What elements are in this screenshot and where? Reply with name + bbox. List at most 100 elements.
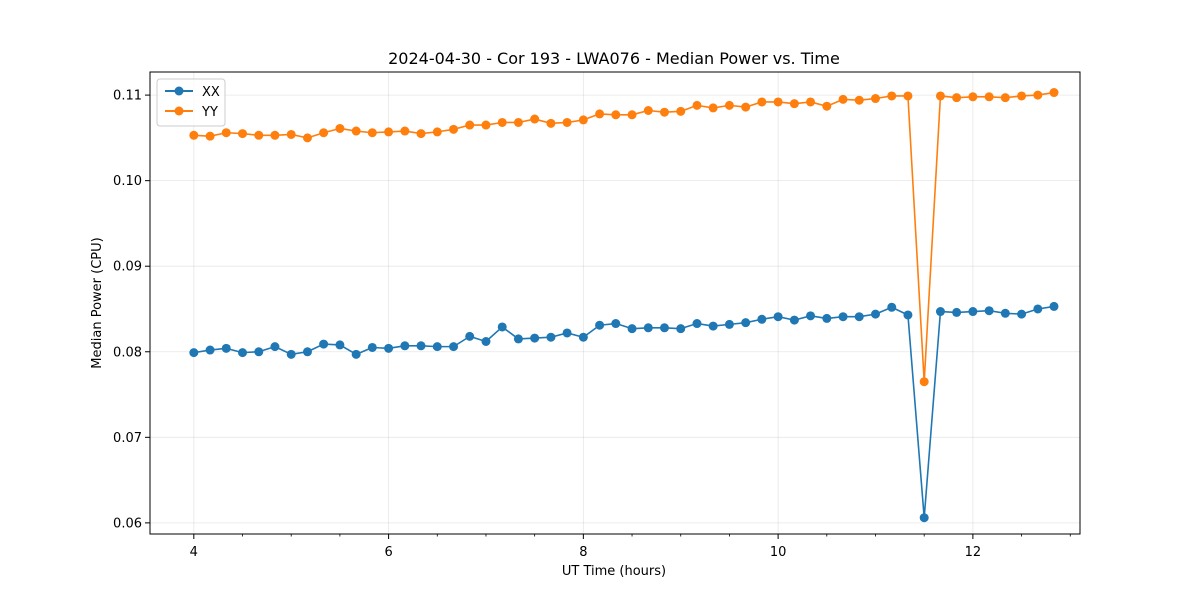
- data-point-yy: [497, 117, 507, 127]
- data-point-xx: [741, 318, 751, 328]
- data-point-yy: [384, 127, 394, 137]
- data-point-xx: [935, 307, 945, 317]
- data-point-yy: [416, 129, 426, 139]
- data-point-xx: [497, 322, 507, 332]
- data-point-xx: [627, 324, 637, 334]
- data-point-yy: [302, 133, 312, 143]
- x-axis-label: UT Time (hours): [562, 564, 666, 579]
- data-point-yy: [822, 101, 832, 111]
- legend-marker-yy: [174, 106, 184, 116]
- y-tick-label: 0.09: [113, 260, 142, 275]
- data-point-xx: [806, 311, 816, 321]
- data-point-yy: [449, 124, 459, 134]
- data-point-yy: [773, 97, 783, 107]
- data-point-xx: [286, 349, 296, 359]
- data-point-yy: [578, 115, 588, 125]
- data-point-xx: [302, 347, 312, 357]
- data-point-yy: [1000, 93, 1010, 103]
- data-point-xx: [724, 319, 734, 329]
- data-point-yy: [968, 92, 978, 102]
- data-point-xx: [822, 313, 832, 323]
- data-point-xx: [400, 341, 410, 351]
- axis-ticks: 4 6 8 10 12 0.06 0.07 0.08 0.09 0.10 0.11: [113, 89, 1071, 560]
- data-point-xx: [205, 345, 215, 355]
- data-point-xx: [952, 307, 962, 317]
- data-point-yy: [676, 106, 686, 116]
- data-point-xx: [773, 312, 783, 322]
- data-point-yy: [741, 102, 751, 112]
- legend-label-yy: YY: [201, 105, 218, 120]
- x-tick-label: 8: [579, 545, 587, 560]
- y-axis-label: Median Power (CPU): [90, 237, 105, 368]
- data-point-xx: [708, 321, 718, 331]
- data-point-xx: [189, 348, 199, 358]
- data-point-xx: [351, 349, 361, 359]
- data-point-yy: [838, 94, 848, 104]
- data-point-yy: [335, 123, 345, 133]
- data-point-xx: [481, 337, 491, 346]
- data-point-yy: [611, 110, 621, 120]
- data-point-yy: [286, 129, 296, 139]
- x-tick-label: 4: [190, 545, 198, 560]
- data-point-xx: [513, 334, 523, 344]
- plot-frame: [149, 71, 1081, 535]
- data-point-xx: [1049, 301, 1059, 311]
- series-layer: [189, 88, 1059, 523]
- data-point-yy: [871, 94, 880, 104]
- legend-label-xx: XX: [202, 85, 220, 100]
- data-point-yy: [546, 118, 556, 128]
- data-point-xx: [757, 314, 767, 324]
- data-point-yy: [367, 128, 377, 138]
- data-point-xx: [1033, 304, 1043, 314]
- data-point-yy: [595, 109, 605, 119]
- data-point-xx: [611, 319, 621, 329]
- data-point-xx: [1017, 309, 1027, 319]
- y-tick-label: 0.10: [113, 174, 142, 189]
- data-point-xx: [221, 343, 231, 353]
- data-point-yy: [319, 128, 329, 138]
- data-point-xx: [871, 309, 880, 319]
- data-point-xx: [562, 328, 572, 338]
- data-point-yy: [351, 126, 361, 136]
- data-point-yy: [400, 126, 410, 136]
- data-point-yy: [854, 95, 864, 105]
- data-point-xx: [643, 323, 653, 333]
- data-point-yy: [465, 120, 475, 130]
- data-point-xx: [335, 340, 345, 350]
- data-point-xx: [659, 323, 669, 333]
- data-point-yy: [254, 130, 264, 140]
- data-point-yy: [887, 91, 897, 101]
- data-point-yy: [627, 110, 637, 120]
- data-point-yy: [903, 91, 913, 101]
- y-tick-label: 0.07: [113, 431, 142, 446]
- data-point-xx: [384, 343, 394, 353]
- data-point-xx: [789, 315, 799, 325]
- chart-title: 2024-04-30 - Cor 193 - LWA076 - Median P…: [388, 49, 840, 68]
- data-point-yy: [530, 114, 540, 124]
- data-point-xx: [838, 312, 848, 322]
- data-point-yy: [1017, 91, 1027, 101]
- data-point-yy: [562, 117, 572, 127]
- data-point-xx: [984, 306, 994, 316]
- data-point-yy: [205, 131, 215, 141]
- data-point-yy: [952, 93, 962, 103]
- data-point-xx: [903, 310, 913, 320]
- data-point-xx: [595, 320, 605, 330]
- data-point-xx: [578, 332, 588, 342]
- data-point-yy: [432, 127, 442, 137]
- data-point-yy: [513, 117, 523, 127]
- legend-marker-xx: [174, 86, 184, 96]
- legend: XX YY: [156, 78, 226, 127]
- data-point-yy: [757, 97, 767, 107]
- data-point-xx: [968, 307, 978, 317]
- data-point-xx: [270, 342, 280, 352]
- x-tick-label: 6: [384, 545, 392, 560]
- data-point-xx: [254, 347, 264, 357]
- data-point-xx: [319, 339, 329, 349]
- y-tick-label: 0.11: [113, 89, 142, 104]
- data-point-yy: [270, 130, 280, 140]
- data-point-yy: [806, 97, 816, 107]
- data-point-yy: [789, 99, 799, 109]
- data-point-yy: [935, 91, 945, 101]
